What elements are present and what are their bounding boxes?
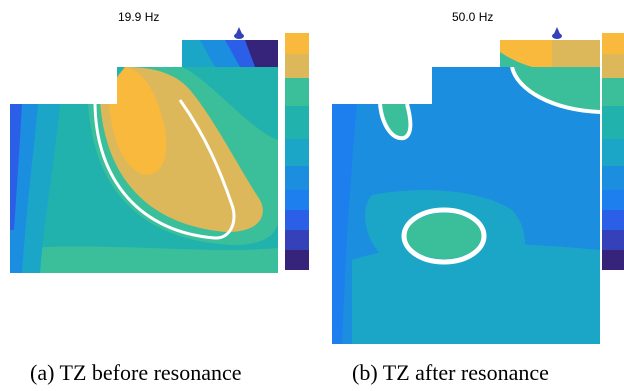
colorbar-swatch [285, 78, 309, 106]
colorbar-swatch [285, 250, 309, 270]
colorbar-swatch [285, 106, 309, 139]
colorbar-b [602, 33, 624, 270]
figure-panel-a: 19.9 Hz [10, 10, 309, 385]
colorbar-swatch [602, 230, 624, 250]
colorbar-swatch [602, 190, 624, 210]
colorbar-swatch [602, 78, 624, 106]
colorbar-swatch [285, 54, 309, 78]
colorbar-swatch [285, 190, 309, 210]
contour-plot-b [332, 27, 624, 344]
caption-a: (a) TZ before resonance [30, 360, 242, 385]
contour-plot-a [10, 27, 309, 273]
colorbar-swatch [602, 33, 624, 54]
colorbar-swatch [285, 139, 309, 166]
caption-b: (b) TZ after resonance [352, 360, 549, 385]
colorbar-swatch [285, 230, 309, 250]
colorbar-swatch [602, 166, 624, 190]
colorbar-swatch [285, 210, 309, 230]
frequency-label: 19.9 Hz [118, 10, 160, 24]
frequency-label: 50.0 Hz [452, 10, 494, 24]
colorbar-swatch [602, 250, 624, 270]
colorbar-swatch [602, 139, 624, 166]
colorbar-a [285, 33, 309, 270]
colorbar-swatch [602, 210, 624, 230]
colorbar-swatch [285, 166, 309, 190]
colorbar-swatch [602, 54, 624, 78]
colorbar-swatch [602, 106, 624, 139]
colorbar-swatch [285, 33, 309, 54]
figure-panel-b: 50.0 Hz [312, 0, 624, 391]
